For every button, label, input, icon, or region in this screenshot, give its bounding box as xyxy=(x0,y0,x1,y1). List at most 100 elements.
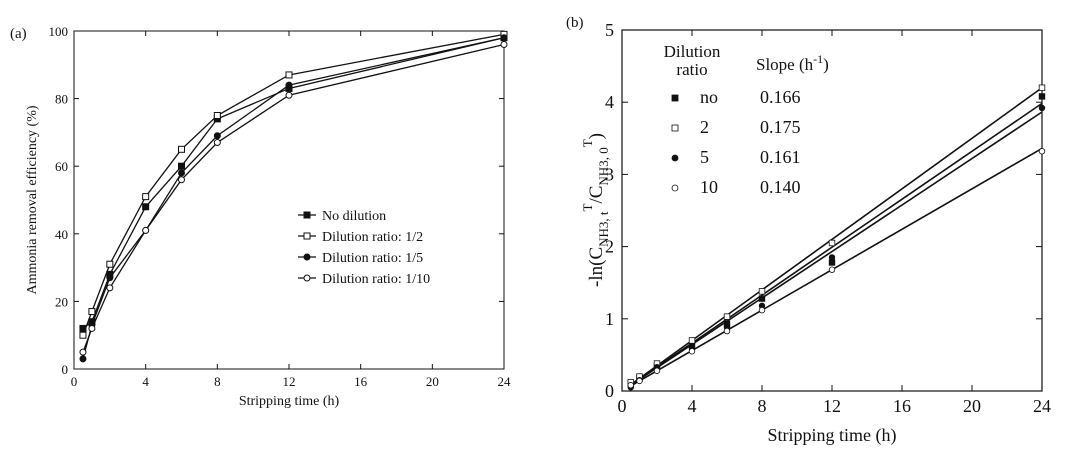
data-point xyxy=(79,324,87,332)
legend-marker xyxy=(671,154,679,162)
data-point xyxy=(178,162,185,170)
legend-marker xyxy=(303,274,311,282)
panel-b-lines xyxy=(630,87,1043,387)
data-point xyxy=(178,145,185,153)
ylabel-sup2: T xyxy=(580,139,595,147)
data-point xyxy=(758,306,766,314)
x-tick-label: 8 xyxy=(214,374,221,389)
panel-b-xlabel: Stripping time (h) xyxy=(768,425,897,446)
data-point xyxy=(636,377,643,385)
data-point xyxy=(213,132,221,140)
data-point xyxy=(178,169,185,177)
data-point xyxy=(79,355,87,363)
data-point xyxy=(106,260,114,268)
panel-a-legend: No dilution Dilution ratio: 1/2 Dilution r… xyxy=(298,209,430,287)
legend-ratio: no xyxy=(700,87,718,107)
data-point xyxy=(106,284,114,292)
y-tick-label: 3 xyxy=(605,164,614,184)
ylabel-sup1: T xyxy=(580,203,595,211)
panel-a-markers xyxy=(79,30,508,363)
panel-a: (a) 0 4 8 12 16 20 24 0 20 40 60 80 100 Stripping ti… xyxy=(10,24,511,409)
data-point xyxy=(142,203,150,211)
x-tick-label: 16 xyxy=(893,396,911,416)
y-tick-label: 80 xyxy=(55,92,68,107)
data-point xyxy=(213,139,221,147)
slope-header-text: Slope (h xyxy=(756,55,814,74)
y-tick-label: 60 xyxy=(55,159,68,174)
panel-b-label: (b) xyxy=(566,15,584,31)
legend-header-slope: Slope (h-1) xyxy=(756,52,829,74)
legend-slope: 0.175 xyxy=(760,117,801,137)
data-point xyxy=(500,41,508,49)
data-point xyxy=(178,176,185,184)
slope-header-sup: -1 xyxy=(813,52,823,66)
data-point xyxy=(88,308,96,316)
legend-slope: 0.166 xyxy=(760,87,801,107)
panel-a-label: (a) xyxy=(10,26,27,42)
legend-marker xyxy=(303,211,311,219)
legend-label: Dilution ratio: 1/10 xyxy=(322,272,430,287)
legend-slope: 0.161 xyxy=(760,147,801,167)
data-point xyxy=(828,266,836,273)
slope-header-end: ) xyxy=(823,55,829,74)
legend-marker xyxy=(671,184,679,192)
panel-a-ylabel: Ammonia removal efficiency (%) xyxy=(25,105,40,294)
y-tick-label: 40 xyxy=(55,227,68,242)
ylabel-part-mid: /C xyxy=(586,186,607,204)
legend-label: Dilution ratio: 1/2 xyxy=(322,230,423,245)
x-tick-label: 20 xyxy=(426,374,439,389)
y-tick-label: 100 xyxy=(49,24,69,39)
y-tick-label: 1 xyxy=(605,309,614,329)
x-tick-label: 0 xyxy=(618,396,627,416)
y-tick-label: 20 xyxy=(55,294,68,309)
x-tick-label: 12 xyxy=(823,396,841,416)
legend-marker xyxy=(671,94,679,102)
panel-a-xlabel: Stripping time (h) xyxy=(239,394,340,409)
data-point xyxy=(142,193,150,201)
data-point xyxy=(1038,84,1046,91)
legend-ratio: 10 xyxy=(700,177,718,197)
legend-ratio: 2 xyxy=(700,117,709,137)
legend-header-ratio: Dilution xyxy=(664,42,721,61)
data-point xyxy=(723,327,731,335)
data-point xyxy=(285,91,293,99)
data-point xyxy=(106,274,114,282)
legend-marker xyxy=(303,253,311,261)
y-tick-label: 0 xyxy=(62,362,69,377)
data-point xyxy=(1038,104,1046,112)
fit-line xyxy=(630,147,1043,387)
ylabel-sub1: NH3, t xyxy=(596,211,611,247)
data-point xyxy=(688,348,696,355)
series-line xyxy=(82,37,505,329)
data-point xyxy=(758,295,766,302)
x-tick-label: 4 xyxy=(142,374,149,389)
data-point xyxy=(627,382,634,389)
x-tick-label: 24 xyxy=(498,374,512,389)
panel-b-markers xyxy=(627,84,1046,391)
legend-label: No dilution xyxy=(322,209,386,224)
y-tick-label: 5 xyxy=(605,20,614,40)
x-tick-label: 24 xyxy=(1033,396,1051,416)
panel-b-ylabel: -ln(CNH3, tT/CNH3, 0T) xyxy=(580,133,611,287)
data-point xyxy=(88,324,96,332)
ylabel-sub2: NH3, 0 xyxy=(596,147,611,185)
series-line xyxy=(82,37,505,360)
x-tick-label: 0 xyxy=(71,374,78,389)
data-point xyxy=(213,112,221,119)
fit-line xyxy=(630,102,1043,386)
legend-label: Dilution ratio: 1/5 xyxy=(322,251,423,266)
data-point xyxy=(285,71,293,79)
panel-a-ticks: 0 4 8 12 16 20 24 0 20 40 60 80 100 xyxy=(49,24,512,389)
data-point xyxy=(688,337,696,344)
y-tick-label: 4 xyxy=(605,92,614,112)
legend-marker xyxy=(303,232,311,240)
x-tick-label: 16 xyxy=(354,374,368,389)
ylabel-part-end: ) xyxy=(586,133,607,139)
x-tick-label: 8 xyxy=(758,396,767,416)
panel-b-plot-frame xyxy=(621,29,1043,392)
data-point xyxy=(828,239,836,247)
data-point xyxy=(79,348,87,356)
